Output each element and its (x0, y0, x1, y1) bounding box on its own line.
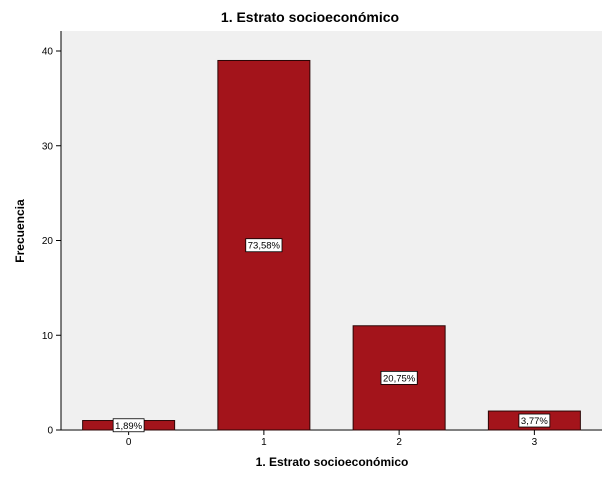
data-label-1: 73,58% (245, 238, 283, 253)
y-tick-label: 20 (42, 236, 54, 247)
data-label-2: 20,75% (380, 370, 418, 385)
y-tick-label: 30 (42, 141, 54, 152)
data-label-box (518, 413, 551, 428)
data-label-text: 3,77% (521, 416, 548, 427)
x-tick-label: 2 (396, 437, 402, 448)
data-labels-group: 1,89% 73,58% 20,75% 3,77% (112, 238, 551, 433)
y-axis-ticks: 0 10 20 30 40 (42, 47, 61, 437)
x-axis-title: 1. Estrato socioeconómico (256, 455, 409, 469)
y-tick-label: 40 (42, 47, 54, 58)
x-tick-label: 3 (532, 437, 538, 448)
data-label-0: 1,89% (112, 418, 145, 433)
y-tick-label: 0 (47, 426, 53, 437)
data-label-text: 73,58% (248, 241, 281, 252)
y-tick-label: 10 (42, 331, 54, 342)
data-label-text: 20,75% (383, 373, 416, 384)
data-label-box (380, 370, 418, 385)
x-axis-ticks: 0 1 2 3 (126, 430, 538, 448)
chart-title: 1. Estrato socioeconómico (221, 9, 399, 25)
x-tick-label: 1 (261, 437, 267, 448)
data-label-box (112, 418, 145, 433)
y-axis-title: Frecuencia (13, 199, 27, 263)
x-tick-label: 0 (126, 437, 132, 448)
plot-area (61, 31, 602, 429)
data-label-box (245, 238, 283, 253)
data-label-text: 1,89% (115, 421, 142, 432)
data-label-3: 3,77% (518, 413, 551, 428)
